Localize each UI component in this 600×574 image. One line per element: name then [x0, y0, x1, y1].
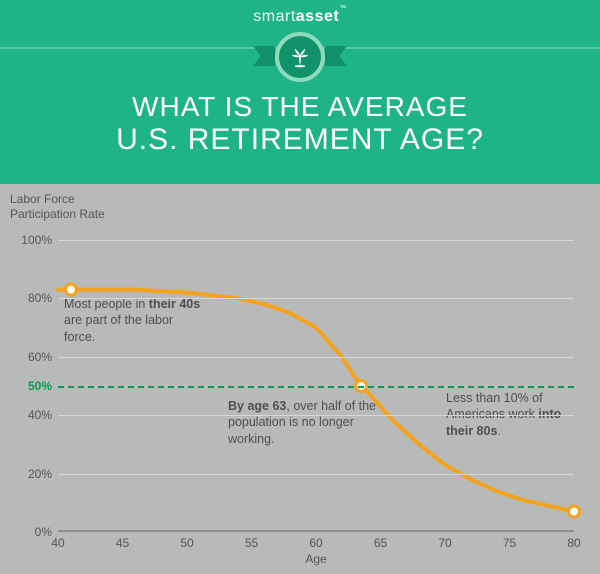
x-tick: 65: [374, 536, 387, 550]
x-tick: 80: [567, 536, 580, 550]
x-axis: [58, 530, 574, 532]
y-tick: 20%: [10, 467, 52, 481]
badge-wing-left: [253, 46, 275, 66]
annotation-40s: Most people in their 40s are part of the…: [64, 296, 204, 345]
data-point: [65, 284, 76, 295]
x-tick: 40: [51, 536, 64, 550]
x-axis-label: Age: [58, 552, 574, 566]
y-tick: 80%: [10, 291, 52, 305]
logo-part1: smart: [253, 8, 296, 25]
x-tick: 75: [503, 536, 516, 550]
chart-area: Labor Force Participation Rate Age Most …: [0, 184, 600, 574]
gridline: [58, 298, 574, 299]
y-tick: 40%: [10, 408, 52, 422]
x-tick: 50: [180, 536, 193, 550]
x-tick: 70: [438, 536, 451, 550]
gridline: [58, 240, 574, 241]
header-badge: [275, 32, 325, 82]
title-line2: U.S. RETIREMENT AGE?: [0, 123, 600, 156]
title-line1: WHAT IS THE AVERAGE: [0, 92, 600, 123]
gridline: [58, 474, 574, 475]
x-tick: 45: [116, 536, 129, 550]
gridline: [58, 415, 574, 416]
plot-region: Age Most people in their 40s are part of…: [58, 240, 574, 532]
title: WHAT IS THE AVERAGE U.S. RETIREMENT AGE?: [0, 92, 600, 156]
logo-part2: asset: [296, 8, 339, 25]
y-axis-label-l2: Participation Rate: [10, 207, 105, 222]
y-axis-label-l1: Labor Force: [10, 192, 105, 207]
y-tick: 0%: [10, 525, 52, 539]
infographic-root: smartasset™ WHAT IS THE AVERAGE U.S. RET…: [0, 0, 600, 574]
y-tick: 100%: [10, 233, 52, 247]
annotation-63: By age 63, over half of the population i…: [228, 398, 403, 447]
logo-tm: ™: [339, 5, 347, 12]
x-tick: 60: [309, 536, 322, 550]
badge-circle: [275, 32, 325, 82]
palm-tree-icon: [289, 46, 311, 68]
y-axis-label: Labor Force Participation Rate: [10, 192, 105, 222]
header: smartasset™ WHAT IS THE AVERAGE U.S. RET…: [0, 0, 600, 184]
brand-logo: smartasset™: [0, 8, 600, 26]
x-tick: 55: [245, 536, 258, 550]
data-point: [569, 506, 580, 517]
y-tick: 60%: [10, 350, 52, 364]
gridline: [58, 357, 574, 358]
reference-line-50: [58, 386, 574, 388]
badge-wing-right: [325, 46, 347, 66]
y-tick: 50%: [10, 379, 52, 393]
